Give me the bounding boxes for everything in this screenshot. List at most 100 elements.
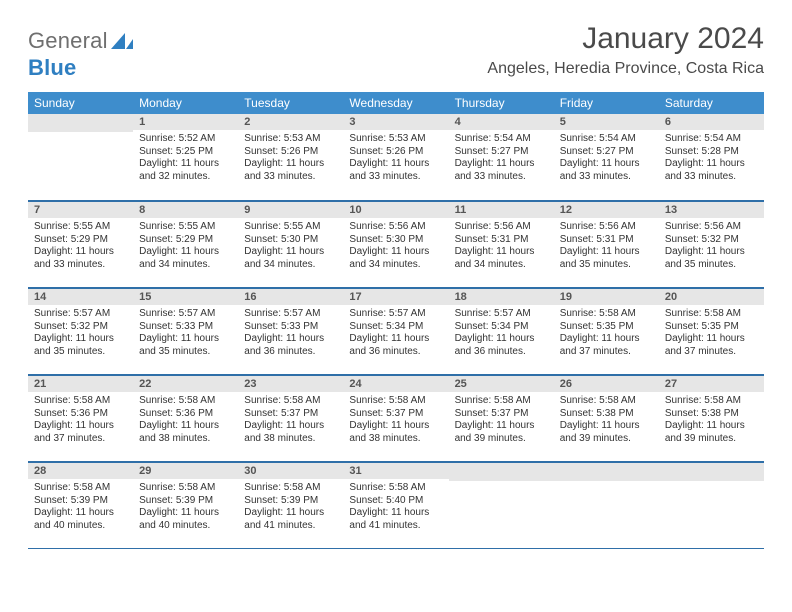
day-number: 22 — [133, 375, 238, 392]
day-details: Sunrise: 5:57 AMSunset: 5:32 PMDaylight:… — [28, 305, 133, 362]
day-details: Sunrise: 5:58 AMSunset: 5:36 PMDaylight:… — [28, 392, 133, 449]
day-number: 15 — [133, 288, 238, 305]
day-details: Sunrise: 5:58 AMSunset: 5:39 PMDaylight:… — [133, 479, 238, 536]
day-details: Sunrise: 5:57 AMSunset: 5:33 PMDaylight:… — [133, 305, 238, 362]
weekday-header: Tuesday — [238, 92, 343, 114]
day-number: 30 — [238, 462, 343, 479]
day-details: Sunrise: 5:58 AMSunset: 5:39 PMDaylight:… — [238, 479, 343, 536]
calendar-day-cell: 28Sunrise: 5:58 AMSunset: 5:39 PMDayligh… — [28, 462, 133, 549]
calendar-page: GeneralBlue January 2024 Angeles, Heredi… — [0, 0, 792, 549]
brand-name-part2: Blue — [28, 55, 76, 80]
calendar-day-cell: 23Sunrise: 5:58 AMSunset: 5:37 PMDayligh… — [238, 375, 343, 462]
day-number: 17 — [343, 288, 448, 305]
brand-logo: GeneralBlue — [28, 28, 133, 81]
day-details: Sunrise: 5:58 AMSunset: 5:36 PMDaylight:… — [133, 392, 238, 449]
calendar-day-cell: 7Sunrise: 5:55 AMSunset: 5:29 PMDaylight… — [28, 201, 133, 288]
day-number: 16 — [238, 288, 343, 305]
calendar-day-cell: 10Sunrise: 5:56 AMSunset: 5:30 PMDayligh… — [343, 201, 448, 288]
day-details: Sunrise: 5:56 AMSunset: 5:31 PMDaylight:… — [554, 218, 659, 275]
day-number — [659, 462, 764, 481]
day-details: Sunrise: 5:58 AMSunset: 5:37 PMDaylight:… — [449, 392, 554, 449]
day-details: Sunrise: 5:56 AMSunset: 5:30 PMDaylight:… — [343, 218, 448, 275]
calendar-day-cell: 11Sunrise: 5:56 AMSunset: 5:31 PMDayligh… — [449, 201, 554, 288]
calendar-day-cell: 20Sunrise: 5:58 AMSunset: 5:35 PMDayligh… — [659, 288, 764, 375]
calendar-day-cell: 17Sunrise: 5:57 AMSunset: 5:34 PMDayligh… — [343, 288, 448, 375]
day-number: 26 — [554, 375, 659, 392]
day-details: Sunrise: 5:56 AMSunset: 5:32 PMDaylight:… — [659, 218, 764, 275]
day-details: Sunrise: 5:56 AMSunset: 5:31 PMDaylight:… — [449, 218, 554, 275]
calendar-day-cell: 29Sunrise: 5:58 AMSunset: 5:39 PMDayligh… — [133, 462, 238, 549]
brand-name: GeneralBlue — [28, 28, 133, 81]
day-number — [554, 462, 659, 481]
day-details: Sunrise: 5:52 AMSunset: 5:25 PMDaylight:… — [133, 130, 238, 187]
calendar-day-cell: 13Sunrise: 5:56 AMSunset: 5:32 PMDayligh… — [659, 201, 764, 288]
day-details: Sunrise: 5:57 AMSunset: 5:34 PMDaylight:… — [449, 305, 554, 362]
day-number: 12 — [554, 201, 659, 218]
calendar-day-cell: 21Sunrise: 5:58 AMSunset: 5:36 PMDayligh… — [28, 375, 133, 462]
day-number: 14 — [28, 288, 133, 305]
calendar-week-row: 1Sunrise: 5:52 AMSunset: 5:25 PMDaylight… — [28, 114, 764, 201]
day-number: 28 — [28, 462, 133, 479]
calendar-empty-cell — [28, 114, 133, 201]
calendar-day-cell: 3Sunrise: 5:53 AMSunset: 5:26 PMDaylight… — [343, 114, 448, 201]
calendar-day-cell: 12Sunrise: 5:56 AMSunset: 5:31 PMDayligh… — [554, 201, 659, 288]
weekday-header: Sunday — [28, 92, 133, 114]
day-number: 4 — [449, 114, 554, 130]
title-block: January 2024 Angeles, Heredia Province, … — [487, 22, 764, 86]
calendar-day-cell: 26Sunrise: 5:58 AMSunset: 5:38 PMDayligh… — [554, 375, 659, 462]
calendar-day-cell: 30Sunrise: 5:58 AMSunset: 5:39 PMDayligh… — [238, 462, 343, 549]
calendar-empty-cell — [554, 462, 659, 549]
day-details: Sunrise: 5:58 AMSunset: 5:35 PMDaylight:… — [554, 305, 659, 362]
weekday-header: Monday — [133, 92, 238, 114]
calendar-week-row: 14Sunrise: 5:57 AMSunset: 5:32 PMDayligh… — [28, 288, 764, 375]
calendar-week-row: 28Sunrise: 5:58 AMSunset: 5:39 PMDayligh… — [28, 462, 764, 549]
calendar-header-row: SundayMondayTuesdayWednesdayThursdayFrid… — [28, 92, 764, 114]
day-number: 7 — [28, 201, 133, 218]
day-number: 29 — [133, 462, 238, 479]
calendar-day-cell: 5Sunrise: 5:54 AMSunset: 5:27 PMDaylight… — [554, 114, 659, 201]
day-details: Sunrise: 5:54 AMSunset: 5:27 PMDaylight:… — [449, 130, 554, 187]
day-details: Sunrise: 5:53 AMSunset: 5:26 PMDaylight:… — [238, 130, 343, 187]
day-number: 3 — [343, 114, 448, 130]
brand-sail-icon — [111, 29, 133, 55]
day-details: Sunrise: 5:55 AMSunset: 5:30 PMDaylight:… — [238, 218, 343, 275]
calendar-week-row: 21Sunrise: 5:58 AMSunset: 5:36 PMDayligh… — [28, 375, 764, 462]
day-number: 23 — [238, 375, 343, 392]
day-number: 31 — [343, 462, 448, 479]
day-number: 20 — [659, 288, 764, 305]
day-number: 21 — [28, 375, 133, 392]
calendar-day-cell: 27Sunrise: 5:58 AMSunset: 5:38 PMDayligh… — [659, 375, 764, 462]
day-number: 27 — [659, 375, 764, 392]
day-number — [449, 462, 554, 481]
day-details: Sunrise: 5:58 AMSunset: 5:38 PMDaylight:… — [554, 392, 659, 449]
day-details: Sunrise: 5:55 AMSunset: 5:29 PMDaylight:… — [133, 218, 238, 275]
day-number: 13 — [659, 201, 764, 218]
weekday-header: Wednesday — [343, 92, 448, 114]
day-details: Sunrise: 5:58 AMSunset: 5:38 PMDaylight:… — [659, 392, 764, 449]
header: GeneralBlue January 2024 Angeles, Heredi… — [28, 22, 764, 86]
calendar-day-cell: 19Sunrise: 5:58 AMSunset: 5:35 PMDayligh… — [554, 288, 659, 375]
brand-name-part1: General — [28, 28, 108, 53]
day-number — [28, 114, 133, 132]
calendar-day-cell: 22Sunrise: 5:58 AMSunset: 5:36 PMDayligh… — [133, 375, 238, 462]
day-details: Sunrise: 5:58 AMSunset: 5:39 PMDaylight:… — [28, 479, 133, 536]
day-number: 11 — [449, 201, 554, 218]
day-details: Sunrise: 5:54 AMSunset: 5:28 PMDaylight:… — [659, 130, 764, 187]
calendar-day-cell: 1Sunrise: 5:52 AMSunset: 5:25 PMDaylight… — [133, 114, 238, 201]
calendar-day-cell: 6Sunrise: 5:54 AMSunset: 5:28 PMDaylight… — [659, 114, 764, 201]
calendar-day-cell: 25Sunrise: 5:58 AMSunset: 5:37 PMDayligh… — [449, 375, 554, 462]
day-details: Sunrise: 5:55 AMSunset: 5:29 PMDaylight:… — [28, 218, 133, 275]
calendar-table: SundayMondayTuesdayWednesdayThursdayFrid… — [28, 92, 764, 549]
day-details: Sunrise: 5:57 AMSunset: 5:34 PMDaylight:… — [343, 305, 448, 362]
calendar-day-cell: 24Sunrise: 5:58 AMSunset: 5:37 PMDayligh… — [343, 375, 448, 462]
day-number: 1 — [133, 114, 238, 130]
day-details: Sunrise: 5:57 AMSunset: 5:33 PMDaylight:… — [238, 305, 343, 362]
calendar-day-cell: 4Sunrise: 5:54 AMSunset: 5:27 PMDaylight… — [449, 114, 554, 201]
day-details: Sunrise: 5:54 AMSunset: 5:27 PMDaylight:… — [554, 130, 659, 187]
day-number: 19 — [554, 288, 659, 305]
weekday-header: Saturday — [659, 92, 764, 114]
day-number: 9 — [238, 201, 343, 218]
day-details: Sunrise: 5:58 AMSunset: 5:40 PMDaylight:… — [343, 479, 448, 536]
day-number: 18 — [449, 288, 554, 305]
calendar-week-row: 7Sunrise: 5:55 AMSunset: 5:29 PMDaylight… — [28, 201, 764, 288]
